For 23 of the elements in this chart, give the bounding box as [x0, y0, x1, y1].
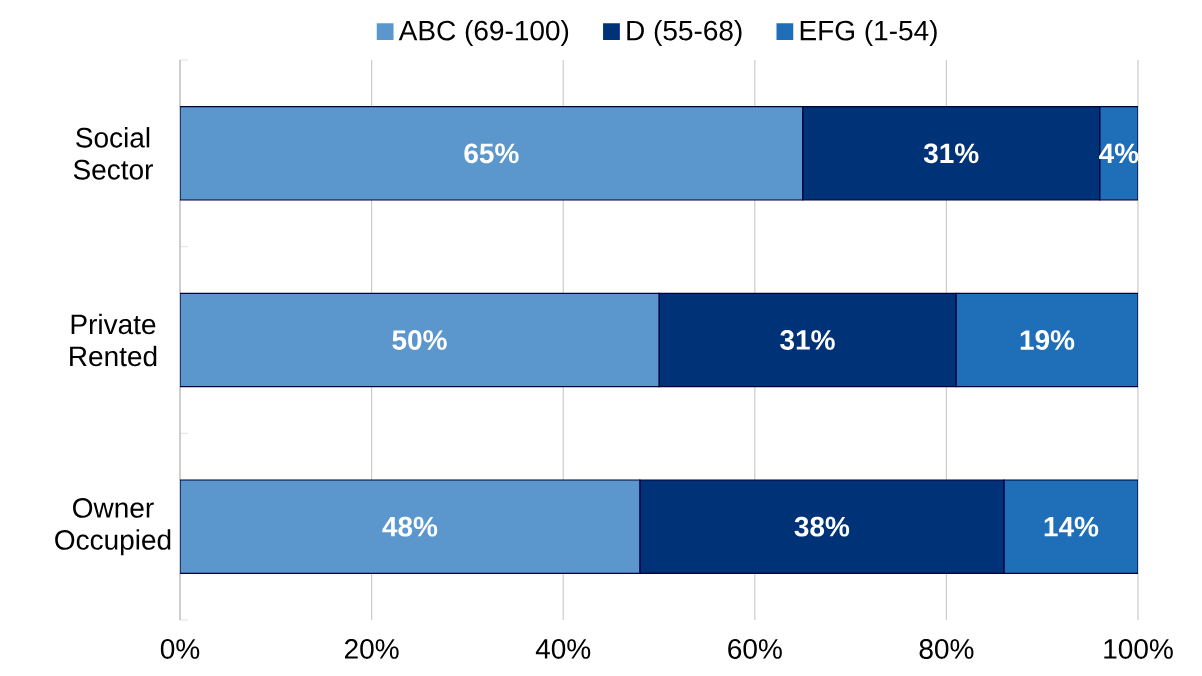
- x-tick-label: 40%: [535, 639, 591, 659]
- data-label: 31%: [780, 330, 835, 350]
- legend-label: EFG (1-54): [800, 19, 937, 47]
- legend-label: D (55-68): [627, 19, 742, 47]
- x-tick-label: 60%: [728, 639, 782, 659]
- data-label: 38%: [794, 516, 850, 537]
- data-label: 65%: [464, 143, 519, 164]
- bar: [180, 292, 660, 388]
- x-tick-label: 20%: [344, 639, 399, 659]
- data-label: 19%: [1020, 330, 1075, 350]
- bar: [180, 479, 641, 574]
- legend-label: ABC (69-100): [398, 19, 569, 47]
- y-tick-label: Owner Occupied: [55, 497, 171, 556]
- y-tick-label: Private Rented: [70, 313, 157, 367]
- data-label: 48%: [382, 516, 438, 537]
- data-label: 14%: [1044, 516, 1099, 537]
- y-tick-label: Social Sector: [73, 127, 153, 180]
- x-tick-label: 80%: [919, 639, 974, 659]
- x-tick-label: 0%: [160, 639, 200, 659]
- data-label: 50%: [392, 330, 447, 350]
- bar: [180, 106, 804, 201]
- x-tick-label: 100%: [1104, 639, 1173, 659]
- data-label: 31%: [923, 143, 979, 164]
